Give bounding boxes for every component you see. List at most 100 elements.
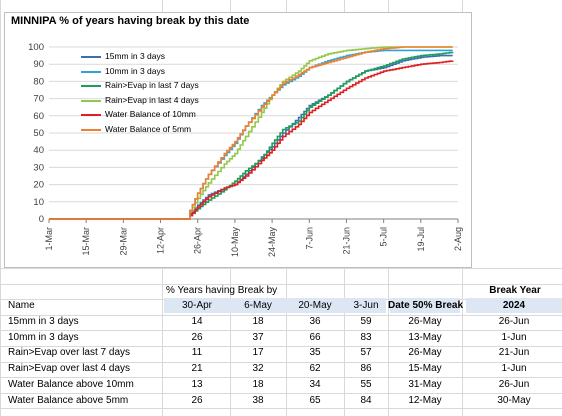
legend-swatch bbox=[81, 114, 101, 116]
x-tick-label: 2-Aug bbox=[453, 227, 463, 251]
table-cell: 21-Jun bbox=[498, 347, 530, 359]
y-tick-label: 90 bbox=[33, 59, 44, 70]
table-cell: 83 bbox=[360, 331, 372, 343]
table-cell: 13-May bbox=[408, 331, 442, 343]
y-tick-label: 100 bbox=[28, 42, 44, 53]
x-tick-label: 29-Mar bbox=[118, 227, 128, 256]
table-cell: 11 bbox=[191, 347, 203, 359]
y-tick-label: 80 bbox=[33, 76, 44, 87]
table-cell: 35 bbox=[309, 347, 321, 359]
legend-label: 15mm in 3 days bbox=[105, 51, 165, 61]
table-cell: 59 bbox=[360, 316, 372, 327]
chart-title: MINNIPA % of years having break by this … bbox=[11, 15, 250, 27]
y-tick-label: 20 bbox=[33, 180, 44, 191]
table-cell: 18 bbox=[252, 378, 264, 390]
x-tick-label: 21-Jun bbox=[341, 227, 351, 255]
table-cell: 86 bbox=[360, 363, 372, 375]
grid-row-line bbox=[0, 362, 562, 363]
table-column-header: 30-Apr bbox=[181, 300, 212, 311]
table-cell: 30-May bbox=[497, 394, 531, 406]
table-cell: 65 bbox=[309, 394, 321, 406]
table-cell: 57 bbox=[360, 347, 372, 359]
table-cell: 84 bbox=[360, 394, 372, 406]
grid-row-line bbox=[0, 346, 562, 347]
grid-row-line bbox=[0, 330, 562, 331]
legend-swatch bbox=[81, 85, 101, 87]
table-cell: 21 bbox=[191, 363, 203, 375]
table-cell: 66 bbox=[309, 331, 321, 343]
table-cell: 26 bbox=[191, 394, 203, 406]
row-name-cell: Rain>Evap over last 7 days bbox=[8, 347, 131, 359]
table-column-header: Name bbox=[8, 300, 35, 311]
table-cell: 13 bbox=[191, 378, 203, 390]
y-tick-label: 70 bbox=[33, 94, 44, 105]
x-tick-label: 15-Mar bbox=[81, 227, 91, 256]
row-name-cell: 10mm in 3 days bbox=[8, 331, 79, 343]
grid-row-line bbox=[0, 268, 562, 269]
x-tick-label: 19-Jul bbox=[416, 227, 426, 252]
legend-label: Water Balance of 5mm bbox=[105, 123, 192, 134]
table-cell: 34 bbox=[309, 378, 321, 390]
y-tick-label: 10 bbox=[33, 197, 44, 208]
x-tick-label: 7-Jun bbox=[304, 227, 314, 250]
legend-label: Water Balance of 10mm bbox=[105, 109, 196, 119]
table-cell: 14 bbox=[191, 316, 203, 327]
table-cell: 36 bbox=[309, 316, 321, 327]
grid-row-line bbox=[0, 315, 562, 316]
table-cell: 31-May bbox=[408, 378, 442, 390]
x-tick-label: 12-Apr bbox=[156, 227, 166, 254]
x-tick-label: 10-May bbox=[230, 227, 240, 258]
table-cell: 62 bbox=[309, 363, 321, 375]
grid-row-line bbox=[0, 408, 562, 409]
series-line bbox=[49, 51, 454, 220]
table-column-header: 20-May bbox=[298, 300, 332, 311]
y-tick-label: 0 bbox=[39, 214, 44, 225]
table-cell: 26-May bbox=[408, 347, 442, 359]
row-name-cell: Water Balance above 10mm bbox=[8, 378, 134, 390]
grid-row-line bbox=[0, 393, 562, 394]
table-cell: 17 bbox=[252, 347, 264, 359]
legend-swatch bbox=[81, 99, 101, 102]
grid-column-line bbox=[0, 0, 1, 416]
legend-label: Rain>Evap in last 7 days bbox=[105, 80, 199, 90]
y-tick-label: 30 bbox=[33, 162, 44, 173]
table-cell: 32 bbox=[252, 363, 264, 375]
table-cell: 38 bbox=[252, 394, 264, 406]
row-name-cell: Water Balance above 5mm bbox=[8, 394, 129, 406]
legend-swatch bbox=[81, 128, 101, 131]
x-tick-label: 1-Mar bbox=[44, 227, 54, 251]
table-cell: 1-Jun bbox=[501, 363, 527, 375]
y-tick-label: 50 bbox=[33, 128, 44, 139]
grid-row-line bbox=[0, 377, 562, 378]
table-cell: 37 bbox=[252, 331, 264, 343]
table-cell: 26-May bbox=[408, 316, 442, 327]
x-tick-label: 26-Apr bbox=[193, 227, 203, 254]
y-tick-label: 40 bbox=[33, 145, 44, 156]
x-tick-label: 5-Jul bbox=[379, 227, 389, 247]
table-cell: 12-May bbox=[408, 394, 442, 406]
y-tick-label: 60 bbox=[33, 111, 44, 122]
legend-swatch bbox=[81, 70, 101, 73]
x-tick-label: 24-May bbox=[267, 227, 277, 258]
header-highlight bbox=[466, 298, 562, 313]
series-line bbox=[49, 46, 453, 220]
group-header: % Years having Break by bbox=[166, 285, 278, 296]
legend-swatch bbox=[81, 56, 101, 58]
row-name-cell: Rain>Evap over last 4 days bbox=[8, 363, 131, 375]
table-cell: 1-Jun bbox=[501, 331, 527, 343]
legend-label: 10mm in 3 days bbox=[105, 65, 165, 76]
table-cell: 26 bbox=[191, 331, 203, 343]
table-cell: 55 bbox=[360, 378, 372, 390]
header-highlight bbox=[390, 298, 460, 313]
grid-row-line bbox=[0, 284, 562, 285]
table-cell: 18 bbox=[252, 316, 264, 327]
table-cell: 26-Jun bbox=[498, 316, 530, 327]
table-column-header: 2024 bbox=[502, 300, 526, 311]
table-cell: 26-Jun bbox=[498, 378, 530, 390]
break-year-header: Break Year bbox=[489, 285, 541, 296]
legend-label: Rain>Evap in last 4 days bbox=[105, 94, 199, 105]
chart-area[interactable]: MINNIPA % of years having break by this … bbox=[4, 12, 472, 268]
line-chart: 0 10 20 30 40 50 60 70 80 90 100 1-Mar 15-Mar 29-Mar 1… bbox=[28, 42, 463, 258]
table-cell: 15-May bbox=[408, 363, 442, 375]
row-name-cell: 15mm in 3 days bbox=[8, 316, 79, 327]
